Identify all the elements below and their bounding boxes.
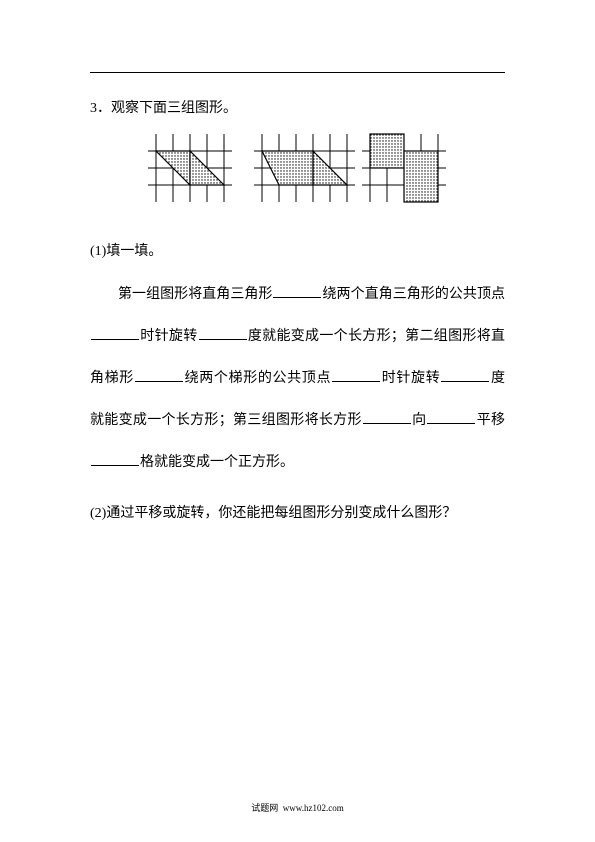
blank-1[interactable] [273,284,321,298]
blank-4[interactable] [135,368,183,382]
footer-site-label: 试题网 [251,803,278,813]
sub-question-1-label: (1)填一填。 [90,240,505,260]
sub-question-2-label: (2)通过平移或旋转，你还能把每组图形分别变成什么图形？ [90,502,505,522]
figure-container [90,129,505,212]
group1 [148,134,232,202]
group2 [254,134,355,202]
fp-t10: 格就能变成一个正方形。 [140,455,294,470]
page-content: 3．观察下面三组图形。 [90,72,505,536]
fp-t3: 时针旋转 [140,329,198,344]
footer-url: www.hz102.com [283,803,344,813]
blank-3[interactable] [199,326,247,340]
fp-t1: 第一组图形将直角三角形 [118,287,272,302]
fill-paragraph: 第一组图形将直角三角形绕两个直角三角形的公共顶点时针旋转度就能变成一个长方形；第… [90,274,505,484]
question-text: 观察下面三组图形。 [111,101,237,116]
fp-t5: 绕两个梯形的公共顶点 [184,371,331,386]
blank-8[interactable] [427,410,475,424]
three-groups-figure [148,129,448,207]
fp-t6: 时针旋转 [381,371,440,386]
blank-2[interactable] [91,326,139,340]
group3 [362,134,446,202]
question-number: 3． [90,101,111,116]
blank-6[interactable] [441,368,489,382]
question-title: 3．观察下面三组图形。 [90,97,505,117]
fp-t8: 向 [412,413,427,428]
top-rule [90,72,505,73]
blank-5[interactable] [332,368,380,382]
fp-t2: 绕两个直角三角形的公共顶点 [322,287,505,302]
page-footer: 试题网 www.hz102.com [0,801,595,814]
blank-9[interactable] [91,452,139,466]
blank-7[interactable] [363,410,411,424]
fp-t9: 平移 [476,413,505,428]
